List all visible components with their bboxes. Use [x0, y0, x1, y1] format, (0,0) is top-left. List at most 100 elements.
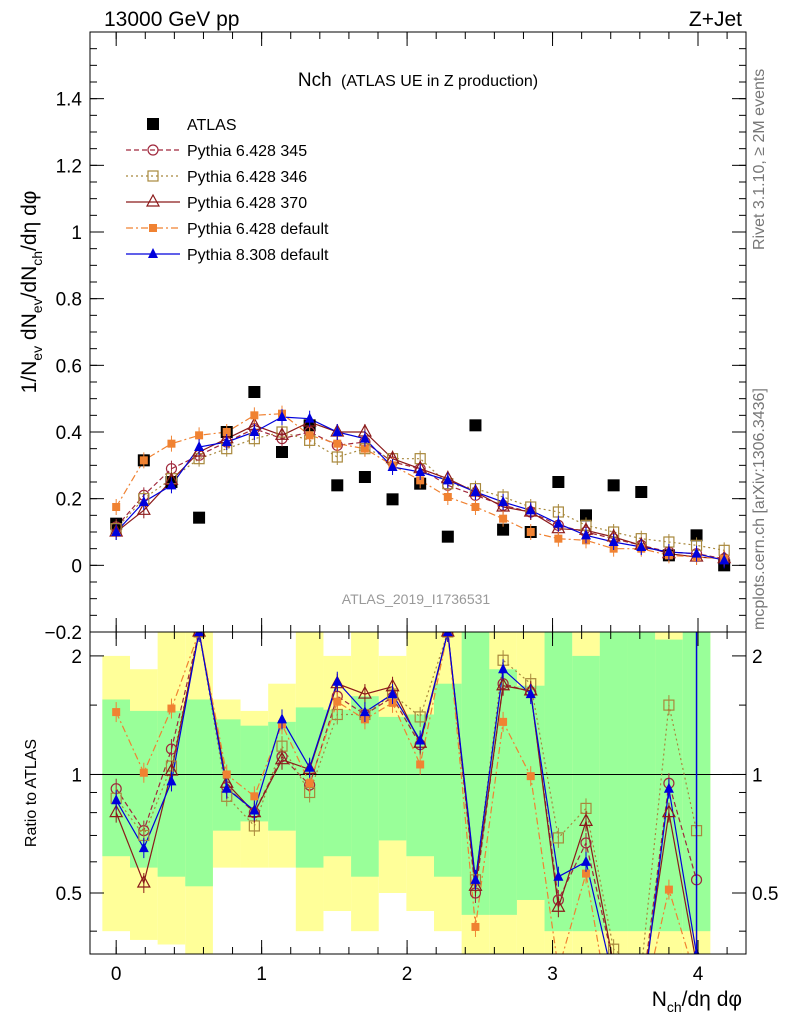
y-tick-label: 0: [71, 556, 82, 577]
legend-label: Pythia 6.428 370: [187, 195, 307, 212]
data-point: [471, 503, 480, 511]
x-tick-label: 1: [256, 964, 267, 985]
ratio-point: [222, 770, 231, 779]
y-tick-label: 1.2: [56, 156, 82, 177]
xlabel-post: /dη dφ: [682, 988, 742, 1011]
ratio-point: [274, 751, 290, 765]
ratio-y-tick-label: 2: [71, 647, 82, 668]
ratio-y-tick-label: 1: [71, 765, 82, 786]
green-band: [323, 709, 352, 857]
data-point: [554, 534, 563, 543]
data-point: [249, 426, 260, 436]
ratio-y-tick-label-right: 1: [752, 765, 763, 786]
data-point: [526, 528, 535, 536]
green-band: [627, 632, 656, 932]
y-tick-label: 0.4: [56, 423, 83, 444]
legend-label: Pythia 6.428 346: [187, 169, 307, 186]
ratio-point: [136, 874, 151, 888]
ratio-frame: [89, 631, 747, 955]
x-tick-label: 4: [693, 964, 704, 985]
data-point: [112, 503, 121, 511]
ratio-point: [165, 743, 178, 755]
ratio-point: [525, 688, 536, 699]
green-band: [434, 683, 462, 877]
ratio-point: [470, 873, 481, 884]
y-tick-label: 0.2: [56, 490, 82, 511]
ratio-point: [499, 717, 508, 726]
ratio-point: [582, 869, 590, 878]
ratio-line-4: [115, 632, 698, 954]
ratio-y-tick-label: 0.5: [56, 884, 82, 905]
data-point: [663, 546, 674, 556]
data-point: [358, 471, 371, 483]
data-point: [525, 504, 536, 515]
data-point: [581, 529, 591, 540]
y-tick-label: 1: [71, 223, 82, 244]
rivet-version-label: Rivet 3.1.10, ≥ 2M events: [751, 69, 768, 250]
ratio-point: [138, 842, 149, 853]
data-point: [386, 493, 399, 506]
green-band: [461, 632, 490, 915]
ratio-point: [551, 899, 566, 912]
legend-label: Pythia 8.308 default: [187, 247, 329, 264]
xlabel-sub: ch: [667, 999, 682, 1015]
ratio-point: [414, 711, 426, 723]
main-title-sub: (ATLAS UE in Z production): [341, 73, 538, 90]
ratio-point: [416, 760, 425, 769]
y-tick-label: 0.6: [56, 356, 82, 377]
ratio-point: [333, 697, 342, 706]
green-band: [378, 716, 407, 841]
ratio-line-0: [115, 632, 698, 954]
main-title: Nch (ATLAS UE in Z production): [298, 70, 538, 91]
ylabel-sub1: ev: [29, 346, 45, 361]
ratio-point: [304, 761, 315, 772]
ratio-y-tick-label-right: 2: [752, 647, 763, 668]
ratio-y-tick-label-right: 0.5: [752, 884, 778, 905]
ratio-point: [663, 699, 675, 711]
ylabel-mid: dN: [18, 313, 41, 346]
data-point: [470, 486, 481, 496]
data-point: [136, 502, 151, 515]
main-panel: −0.2 0 0.2 0.4 0.6 0.8 1 1.2 1.4 Nch (ATLAS UE i…: [18, 31, 747, 644]
x-tick-label: 2: [402, 964, 413, 985]
data-point: [138, 496, 149, 506]
data-point: [194, 441, 205, 451]
ratio-point: [609, 974, 619, 984]
ratio-point: [635, 991, 647, 1002]
ratio-point: [305, 779, 314, 788]
ratio-panel: 0.5 0.5 1 1 2 2 0 1 2 3 4 Ratio to ATLAS Nch/dη dφ: [23, 631, 778, 1016]
series-line-4: [115, 413, 725, 560]
ratio-ylabel: Ratio to ATLAS: [23, 739, 40, 847]
data-point: [331, 451, 343, 463]
green-band: [599, 632, 628, 932]
data-point: [305, 431, 314, 440]
data-point: [304, 412, 315, 423]
y-tick-label: −0.2: [44, 623, 82, 644]
ratio-bands: [90, 632, 746, 954]
main-title-main: Nch: [298, 70, 332, 91]
ratio-point: [608, 957, 620, 968]
ratio-point: [636, 1006, 646, 1016]
ratio-point: [109, 804, 124, 818]
ratio-point: [471, 922, 480, 931]
data-point: [499, 514, 508, 523]
ratio-point: [581, 855, 591, 866]
ratio-point: [194, 632, 205, 636]
data-point: [111, 526, 122, 536]
data-point: [443, 493, 452, 501]
data-point: [248, 386, 261, 398]
data-point: [222, 428, 231, 436]
ratio-point: [221, 782, 232, 793]
data-point: [636, 541, 647, 551]
data-point: [415, 466, 426, 476]
data-point: [608, 536, 619, 546]
data-point: [274, 427, 290, 440]
ratio-point: [111, 794, 122, 805]
ratio-point: [609, 959, 619, 969]
y-tick-label: 0.8: [56, 290, 82, 311]
ylabel-mid2: /dN: [18, 266, 41, 299]
ratio-point: [526, 772, 535, 781]
data-point: [195, 431, 204, 440]
data-point: [441, 530, 454, 543]
